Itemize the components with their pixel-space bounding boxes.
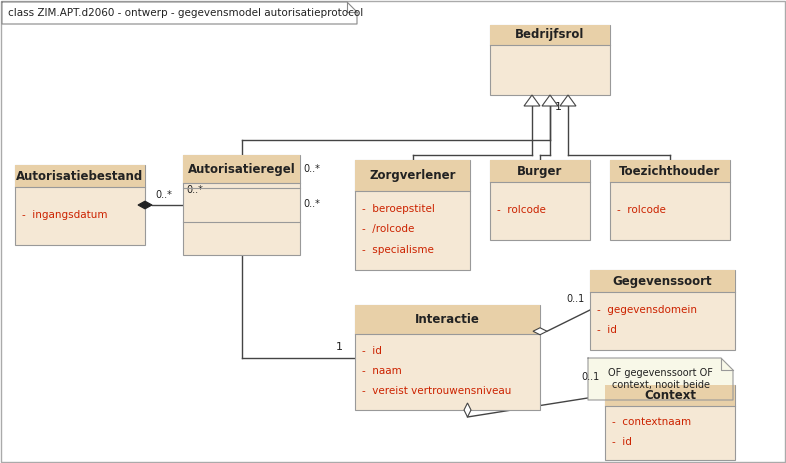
Bar xyxy=(183,155,300,183)
Text: 0..*: 0..* xyxy=(186,185,203,195)
Text: -  /rolcode: - /rolcode xyxy=(362,225,414,234)
Text: -  id: - id xyxy=(597,325,617,336)
Polygon shape xyxy=(560,95,576,106)
Text: 0..*: 0..* xyxy=(155,190,172,200)
Text: -  beroepstitel: - beroepstitel xyxy=(362,204,435,213)
Text: Bedrijfsrol: Bedrijfsrol xyxy=(516,28,585,41)
Text: 1: 1 xyxy=(336,342,343,351)
Text: Gegevenssoort: Gegevenssoort xyxy=(613,275,712,288)
Bar xyxy=(610,160,730,240)
Text: Interactie: Interactie xyxy=(415,313,480,326)
Polygon shape xyxy=(138,201,152,209)
Text: -  id: - id xyxy=(362,346,382,357)
Bar xyxy=(355,305,540,334)
Text: -  naam: - naam xyxy=(362,366,402,376)
Text: -  rolcode: - rolcode xyxy=(497,205,545,214)
Text: Autorisatieregel: Autorisatieregel xyxy=(188,163,296,175)
Text: -  specialisme: - specialisme xyxy=(362,245,434,255)
Text: -  ingangsdatum: - ingangsdatum xyxy=(22,210,108,219)
Bar xyxy=(490,160,590,240)
Text: -  id: - id xyxy=(612,437,632,447)
Bar xyxy=(355,160,470,191)
Text: Toezichthouder: Toezichthouder xyxy=(619,165,721,178)
Text: 0..1: 0..1 xyxy=(582,372,600,382)
Bar xyxy=(605,385,735,406)
Bar xyxy=(490,160,590,182)
Polygon shape xyxy=(464,403,471,417)
Text: Burger: Burger xyxy=(517,165,563,178)
Text: 1: 1 xyxy=(555,102,562,112)
Text: -  contextnaam: - contextnaam xyxy=(612,417,691,427)
Text: Zorgverlener: Zorgverlener xyxy=(369,169,456,182)
Text: Context: Context xyxy=(644,389,696,402)
Polygon shape xyxy=(2,2,357,24)
Polygon shape xyxy=(524,95,540,106)
Text: 0..1: 0..1 xyxy=(567,294,585,304)
Text: -  vereist vertrouwensniveau: - vereist vertrouwensniveau xyxy=(362,386,512,396)
Bar xyxy=(15,165,145,188)
Text: Autorisatiebestand: Autorisatiebestand xyxy=(17,170,144,183)
Bar xyxy=(183,155,300,255)
Text: class ZIM.APT.d2060 - ontwerp - gegevensmodel autorisatieprotocol: class ZIM.APT.d2060 - ontwerp - gegevens… xyxy=(8,8,363,18)
Text: OF gegevenssoort OF
context, nooit beide: OF gegevenssoort OF context, nooit beide xyxy=(608,368,713,390)
Bar xyxy=(490,25,610,44)
Text: 0..*: 0..* xyxy=(303,199,320,209)
Bar xyxy=(15,165,145,245)
Bar xyxy=(610,160,730,182)
Text: 0..*: 0..* xyxy=(303,164,320,174)
Bar xyxy=(490,25,610,95)
Bar xyxy=(605,385,735,460)
Bar xyxy=(355,160,470,270)
Bar xyxy=(355,305,540,410)
Text: -  rolcode: - rolcode xyxy=(617,205,666,214)
Bar xyxy=(590,270,735,293)
Polygon shape xyxy=(588,358,733,400)
Text: -  gegevensdomein: - gegevensdomein xyxy=(597,305,697,315)
Bar xyxy=(590,270,735,350)
Polygon shape xyxy=(542,95,558,106)
Polygon shape xyxy=(533,328,547,335)
